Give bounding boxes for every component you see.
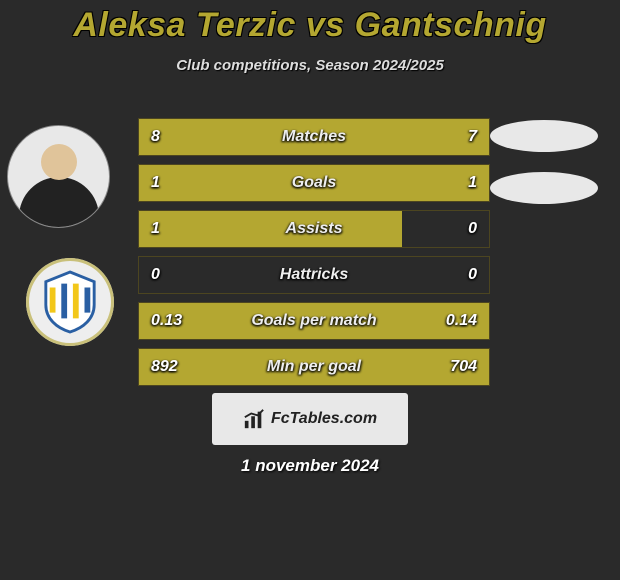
chart-icon bbox=[243, 408, 265, 430]
shield-icon bbox=[41, 270, 99, 334]
stat-value-left: 0 bbox=[151, 266, 160, 284]
stat-value-right: 1 bbox=[468, 174, 477, 192]
page-title: Aleksa Terzic vs Gantschnig bbox=[0, 6, 620, 45]
brand-text: FcTables.com bbox=[271, 410, 377, 428]
header: Aleksa Terzic vs Gantschnig Club competi… bbox=[0, 0, 620, 74]
stat-value-left: 0.13 bbox=[151, 312, 182, 330]
bar-fill-right bbox=[325, 119, 490, 155]
stat-value-right: 0 bbox=[468, 266, 477, 284]
stat-label: Hattricks bbox=[280, 266, 348, 284]
footer-date: 1 november 2024 bbox=[241, 456, 379, 476]
stat-label: Matches bbox=[282, 128, 346, 146]
stat-value-left: 1 bbox=[151, 220, 160, 238]
page-subtitle: Club competitions, Season 2024/2025 bbox=[0, 57, 620, 74]
stat-label: Goals bbox=[292, 174, 336, 192]
stat-value-left: 892 bbox=[151, 358, 178, 376]
stat-value-right: 0.14 bbox=[446, 312, 477, 330]
stat-value-right: 0 bbox=[468, 220, 477, 238]
stat-row: 892 Min per goal 704 bbox=[138, 348, 490, 386]
stat-row: 0 Hattricks 0 bbox=[138, 256, 490, 294]
bar-fill-left bbox=[139, 211, 402, 247]
player-left-avatar bbox=[7, 125, 110, 228]
stat-value-right: 704 bbox=[450, 358, 477, 376]
stat-label: Min per goal bbox=[267, 358, 361, 376]
stat-value-right: 7 bbox=[468, 128, 477, 146]
stats-chart: 8 Matches 7 1 Goals 1 1 Assists 0 0 Hattricks 0 0.13… bbox=[138, 118, 490, 394]
stat-row: 1 Assists 0 bbox=[138, 210, 490, 248]
stat-value-left: 8 bbox=[151, 128, 160, 146]
stat-value-left: 1 bbox=[151, 174, 160, 192]
player-right-avatar-top bbox=[490, 120, 598, 152]
brand-badge: FcTables.com bbox=[212, 393, 408, 445]
stat-label: Assists bbox=[286, 220, 343, 238]
bar-fill-right bbox=[314, 165, 489, 201]
stat-row: 8 Matches 7 bbox=[138, 118, 490, 156]
player-right-avatar-bottom bbox=[490, 172, 598, 204]
stat-label: Goals per match bbox=[251, 312, 376, 330]
bar-fill-left bbox=[139, 165, 314, 201]
stat-row: 1 Goals 1 bbox=[138, 164, 490, 202]
player-left-crest bbox=[26, 258, 114, 346]
stat-row: 0.13 Goals per match 0.14 bbox=[138, 302, 490, 340]
